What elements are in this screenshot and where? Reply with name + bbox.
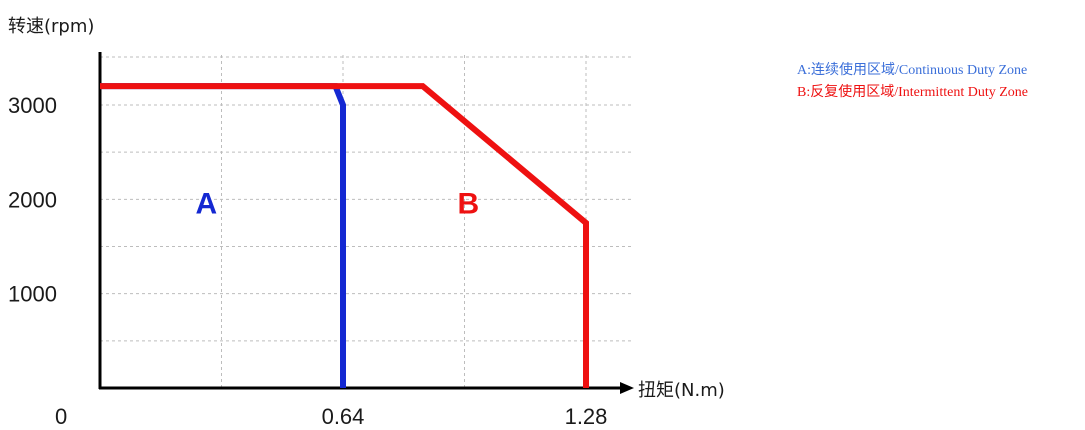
- grid-lines: [100, 55, 632, 388]
- x-axis-arrow: [620, 382, 634, 394]
- series-line-b: [100, 83, 589, 388]
- y-tick-label: 1000: [8, 282, 57, 307]
- x-tick-label: 1.28: [565, 404, 608, 429]
- y-tick-label: 3000: [8, 93, 57, 118]
- legend: A:连续使用区域/Continuous Duty Zone B:反复使用区域/I…: [797, 60, 1028, 104]
- y-axis-label: 转速(rpm): [8, 16, 94, 37]
- legend-item-b: B:反复使用区域/Intermittent Duty Zone: [797, 85, 1028, 100]
- y-tick-label: 2000: [8, 187, 57, 212]
- series-group: [100, 83, 589, 388]
- zone-label-b: B: [457, 187, 479, 220]
- torque-speed-chart: 1000 2000 3000 0 0.64 1.28 转速(rpm) 扭矩(N.m) A B: [8, 16, 725, 429]
- axes: [98, 52, 634, 394]
- x-axis-label: 扭矩(N.m): [638, 380, 725, 401]
- zone-label-a: A: [195, 187, 217, 220]
- origin-label: 0: [55, 404, 67, 429]
- x-tick-label: 0.64: [322, 404, 365, 429]
- labels-group: 1000 2000 3000 0 0.64 1.28 转速(rpm) 扭矩(N.m) A B: [8, 16, 725, 429]
- legend-item-a: A:连续使用区域/Continuous Duty Zone: [797, 63, 1028, 78]
